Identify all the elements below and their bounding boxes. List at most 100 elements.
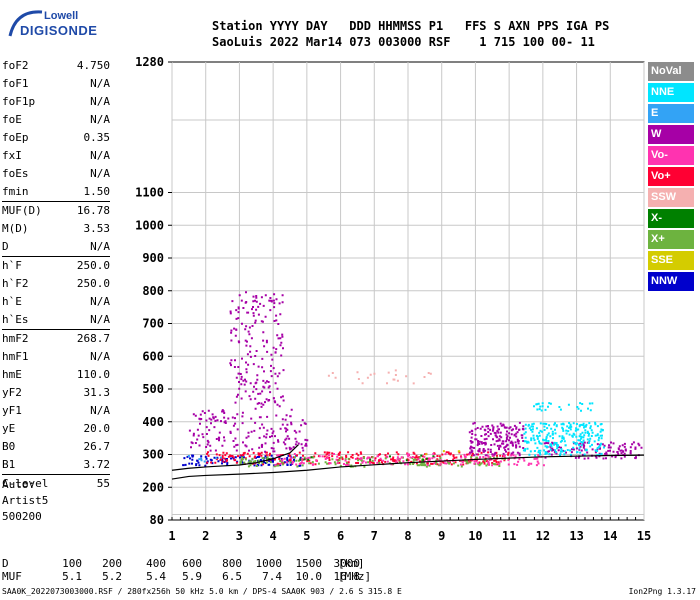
muf-value: 10.0 — [295, 570, 323, 583]
x-tick-label: 11 — [502, 529, 516, 543]
legend-item-vo-: Vo+ — [648, 167, 694, 186]
muf-value: 5.4 — [146, 570, 166, 583]
param-label: foEs — [2, 167, 29, 180]
y-tick-label: 800 — [142, 284, 164, 298]
software-version: Ion2Png 1.3.17 — [628, 587, 696, 596]
param-label: fmin — [2, 185, 29, 198]
legend-item-x-: X- — [648, 209, 694, 228]
param-label: M(D) — [2, 222, 29, 235]
d-value: 3000 — [333, 557, 361, 570]
param-value: 26.7 — [83, 440, 111, 453]
param-value: 55 — [96, 477, 110, 490]
param-row: h`F 250.0 — [2, 257, 110, 275]
param-row: foEs N/A — [2, 165, 110, 183]
d-value: 100 — [62, 557, 82, 570]
param-row: hmF1 N/A — [2, 348, 110, 366]
param-label: foE — [2, 113, 22, 126]
param-row: h`E N/A — [2, 293, 110, 311]
param-row: foE N/A — [2, 111, 110, 129]
logo-line2: DIGISONDE — [20, 23, 98, 38]
param-row: yF1 N/A — [2, 402, 110, 420]
param-row: yF2 31.3 — [2, 384, 110, 402]
logo-line1: Lowell — [44, 10, 79, 22]
auto-line1: Auto: — [2, 478, 36, 491]
param-value: N/A — [90, 313, 110, 326]
y-tick-label: 1280 — [135, 55, 164, 69]
param-row: M(D) 3.53 — [2, 220, 110, 238]
x-tick-label: 14 — [603, 529, 617, 543]
param-label: B0 — [2, 440, 16, 453]
y-tick-label: 80 — [150, 513, 164, 527]
muf-value: [MHz] — [338, 570, 372, 583]
station-header: Station YYYY DAY DDD HHMMSS P1 FFS S AXN… — [212, 18, 609, 50]
param-row: foF1p N/A — [2, 93, 110, 111]
d-value: 200 — [102, 557, 122, 570]
legend-item-e: E — [648, 104, 694, 123]
x-tick-label: 9 — [438, 529, 445, 543]
param-value: N/A — [90, 77, 110, 90]
file-info-footer: SAA0K_2022073003000.RSF / 280fx256h 50 k… — [2, 587, 402, 596]
y-tick-label: 500 — [142, 382, 164, 396]
scaled-parameters-panel: foF2 4.750 foF1 N/A foF1p N/A foE N/A foEp 0.35 fx… — [2, 57, 110, 493]
param-value: 20.0 — [83, 422, 111, 435]
header-line1: Station YYYY DAY DDD HHMMSS P1 FFS S AXN… — [212, 19, 610, 33]
param-label: C-level — [2, 477, 49, 490]
param-value: 110.0 — [76, 368, 110, 381]
param-separator — [2, 201, 110, 202]
d-label: D — [2, 557, 9, 570]
param-label: h`F — [2, 259, 22, 272]
param-label: hmF2 — [2, 332, 29, 345]
param-row: yE 20.0 — [2, 420, 110, 438]
x-tick-label: 10 — [468, 529, 482, 543]
param-value: 268.7 — [76, 332, 110, 345]
y-tick-label: 1100 — [135, 186, 164, 200]
param-value: 31.3 — [83, 386, 111, 399]
param-value: 16.78 — [76, 204, 110, 217]
param-value: N/A — [90, 295, 110, 308]
param-value: 3.53 — [83, 222, 111, 235]
param-row: hmE 110.0 — [2, 366, 110, 384]
param-value: 4.750 — [76, 59, 110, 72]
param-label: B1 — [2, 458, 16, 471]
legend-item-nnw: NNW — [648, 272, 694, 291]
param-value: 250.0 — [76, 277, 110, 290]
param-label: hmF1 — [2, 350, 29, 363]
param-row: hmF2 268.7 — [2, 330, 110, 348]
x-tick-label: 7 — [371, 529, 378, 543]
digisonde-logo: Lowell DIGISONDE — [6, 8, 97, 42]
x-tick-label: 5 — [303, 529, 310, 543]
autoscaling-info: Auto: Artist5 500200 — [2, 477, 48, 525]
param-row: fmin 1.50 — [2, 183, 110, 201]
param-separator — [2, 474, 110, 475]
param-label: h`F2 — [2, 277, 29, 290]
param-value: N/A — [90, 149, 110, 162]
param-label: foF1p — [2, 95, 36, 108]
y-tick-label: 1000 — [135, 218, 164, 232]
param-row: foF2 4.750 — [2, 57, 110, 75]
muf-value: 6.5 — [222, 570, 242, 583]
legend-item-w: W — [648, 125, 694, 144]
param-row: h`F2 250.0 — [2, 275, 110, 293]
muf-value: 16.8 — [333, 570, 361, 583]
x-tick-label: 12 — [536, 529, 550, 543]
echo-points-w — [229, 291, 285, 410]
y-tick-label: 300 — [142, 448, 164, 462]
param-label: yE — [2, 422, 16, 435]
param-row: foF1 N/A — [2, 75, 110, 93]
param-label: h`Es — [2, 313, 29, 326]
muf-value: 5.1 — [62, 570, 82, 583]
param-value: N/A — [90, 404, 110, 417]
profile-curve-line — [171, 454, 645, 480]
legend-item-vo-: Vo- — [648, 146, 694, 165]
d-value: 400 — [146, 557, 166, 570]
param-value: 3.72 — [83, 458, 111, 471]
x-tick-label: 13 — [569, 529, 583, 543]
param-label: fxI — [2, 149, 22, 162]
d-value: [km] — [338, 557, 365, 570]
param-label: foEp — [2, 131, 29, 144]
param-label: D — [2, 240, 9, 253]
param-label: yF1 — [2, 404, 22, 417]
muf-value: 5.2 — [102, 570, 122, 583]
param-row: fxI N/A — [2, 147, 110, 165]
